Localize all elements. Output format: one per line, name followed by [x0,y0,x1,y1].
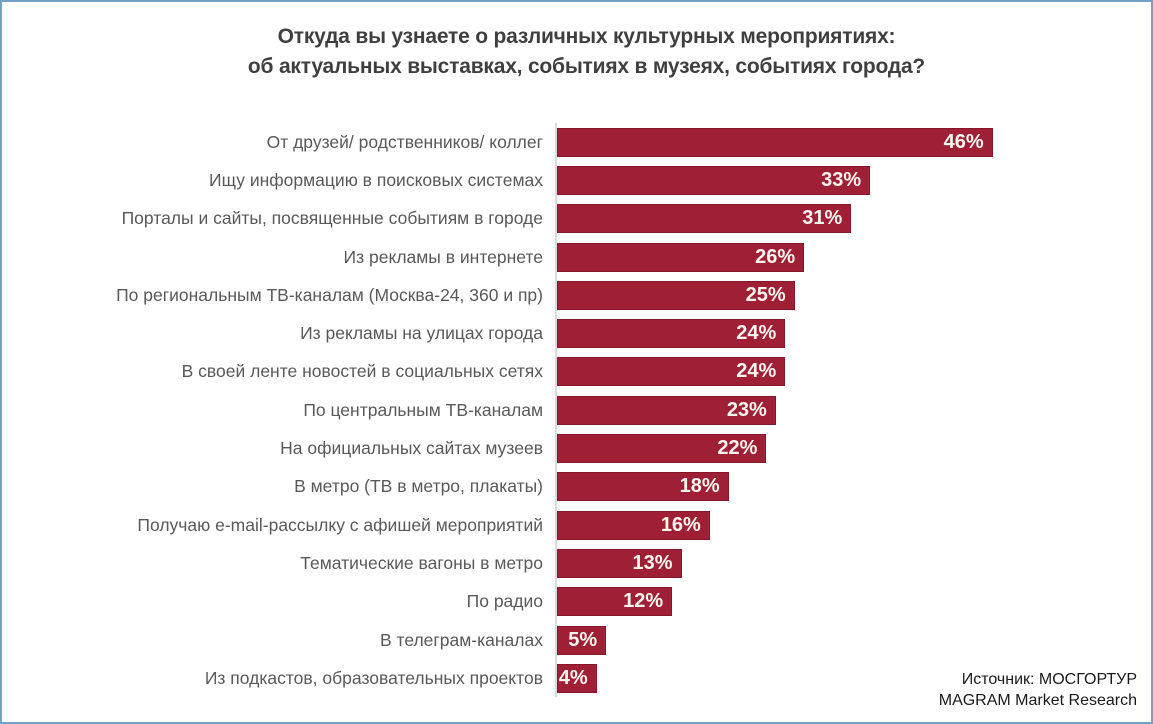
category-label: Из рекламы в интернете [343,246,543,267]
chart-row: По радио 12% [2,582,1151,621]
bar-value: 18% [679,475,720,498]
category-label: Из рекламы на улицах города [300,323,543,344]
category-label: По центральным ТВ-каналам [303,399,543,420]
plot-area: 25% [555,276,1151,315]
bar-value: 22% [717,437,758,460]
source-note: Источник: МОСГОРТУР MAGRAM Market Resear… [939,669,1137,712]
bar: 12% [557,587,673,617]
chart-title-line-1: Откуда вы узнаете о различных культурных… [277,25,896,48]
bar: 13% [557,548,682,578]
bar: 31% [557,204,852,234]
plot-area: 16% [555,505,1151,545]
category-label: На официальных сайтах музеев [280,438,543,459]
plot-area: 18% [555,467,1151,506]
plot-area: 12% [555,582,1151,621]
category-label: В телеграм-каналах [379,629,543,650]
category-label: По радио [466,591,543,612]
bar-value: 23% [726,398,767,421]
chart-row: От друзей/ родственников/ коллег 46% [2,123,1151,162]
chart-row: Тематические вагоны в метро 13% [2,544,1151,583]
plot-area: 46% [555,123,1151,162]
bar: 24% [557,357,786,387]
category-label: Ищу информацию в поисковых системах [209,169,543,190]
chart-row: По центральным ТВ-каналам 23% [2,391,1151,430]
bar-value: 4% [558,666,588,689]
plot-area: 24% [555,352,1151,392]
category-label: Из подкастов, образовательных проектов [204,667,543,688]
source-line-1: Источник: МОСГОРТУР [961,670,1137,688]
chart-row: Из рекламы в интернете 26% [2,237,1151,277]
chart-row: Из рекламы на улицах города 24% [2,314,1151,353]
bar: 22% [557,434,767,464]
chart-row: Порталы и сайты, посвященные событиям в … [2,199,1151,238]
bar: 16% [557,510,710,540]
bar-chart: От друзей/ родственников/ коллег 46% Ищу и… [2,123,1151,698]
bar-value: 25% [745,283,786,306]
bar-value: 46% [943,130,984,153]
category-label: В метро (ТВ в метро, плакаты) [294,476,543,497]
category-label: Получаю e-mail-рассылку с афишей меропри… [137,514,543,535]
category-label: Тематические вагоны в метро [300,552,543,573]
bar-value: 12% [623,590,664,613]
chart-row: По региональным ТВ-каналам (Москва-24, 3… [2,276,1151,315]
chart-row: В своей ленте новостей в социальных сетя… [2,352,1151,392]
source-line-2: MAGRAM Market Research [938,692,1137,710]
bar: 33% [557,165,871,195]
category-label: По региональным ТВ-каналам (Москва-24, 3… [116,284,543,305]
plot-area: 33% [555,161,1151,200]
plot-area: 24% [555,314,1151,353]
bar: 18% [557,472,729,502]
bar-value: 5% [568,628,598,651]
chart-row: Получаю e-mail-рассылку с афишей меропри… [2,505,1151,545]
chart-row: В метро (ТВ в метро, плакаты) 18% [2,467,1151,506]
bar-value: 13% [632,551,673,574]
bar-value: 16% [660,513,701,536]
chart-row: Ищу информацию в поисковых системах 33% [2,161,1151,200]
category-label: В своей ленте новостей в социальных сетя… [181,361,543,382]
plot-area: 4% [555,659,1151,698]
bar: 46% [557,127,993,157]
plot-area: 22% [555,429,1151,468]
category-label: Порталы и сайты, посвященные событиям в … [121,208,543,229]
chart-title: Откуда вы узнаете о различных культурных… [32,22,1141,82]
chart-row: На официальных сайтах музеев 22% [2,429,1151,468]
chart-title-line-2: об актуальных выставках, событиях в музе… [247,54,926,78]
plot-area: 13% [555,544,1151,583]
bar-value: 24% [736,360,777,383]
bar: 25% [557,280,795,310]
bar-value: 33% [821,168,862,191]
bar-value: 31% [802,207,843,230]
bar: 23% [557,395,776,425]
bar-value: 24% [736,322,777,345]
chart-row: Из подкастов, образовательных проектов 4% [2,659,1151,698]
bar: 24% [557,319,786,349]
bar: 5% [557,625,607,655]
bar: 4% [557,663,597,693]
plot-area: 23% [555,391,1151,430]
bar: 26% [557,242,805,272]
plot-area: 31% [555,199,1151,238]
plot-area: 5% [555,620,1151,660]
category-label: От друзей/ родственников/ коллег [266,131,543,152]
plot-area: 26% [555,237,1151,277]
chart-row: В телеграм-каналах 5% [2,620,1151,660]
bar-value: 26% [755,245,796,268]
